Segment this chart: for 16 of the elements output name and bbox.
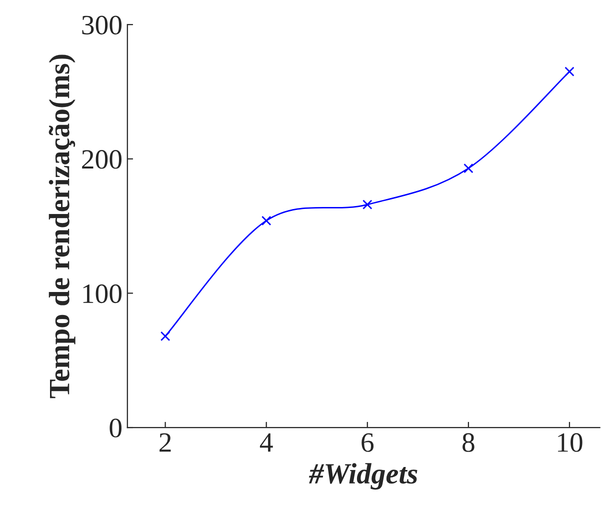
x-tick-label: 10 bbox=[558, 433, 582, 452]
x-tick-label: 2 bbox=[160, 433, 171, 452]
point bbox=[160, 331, 170, 342]
y-tick-label: 200 bbox=[82, 150, 122, 169]
y-tick-label: 300 bbox=[82, 16, 122, 34]
point bbox=[261, 216, 272, 226]
point bbox=[564, 66, 574, 76]
point bbox=[464, 163, 474, 174]
x-tick-label: 8 bbox=[462, 433, 474, 452]
point bbox=[362, 200, 372, 210]
y-axis-title: Tempo de renderização(ms) bbox=[48, 54, 76, 398]
x-tick-label: 4 bbox=[260, 433, 273, 452]
y-tick-label: 100 bbox=[83, 284, 122, 304]
x-axis-title: #Widgets bbox=[308, 463, 418, 490]
x-tick-label: 6 bbox=[362, 433, 374, 452]
y-tick-label: 0 bbox=[110, 418, 122, 438]
